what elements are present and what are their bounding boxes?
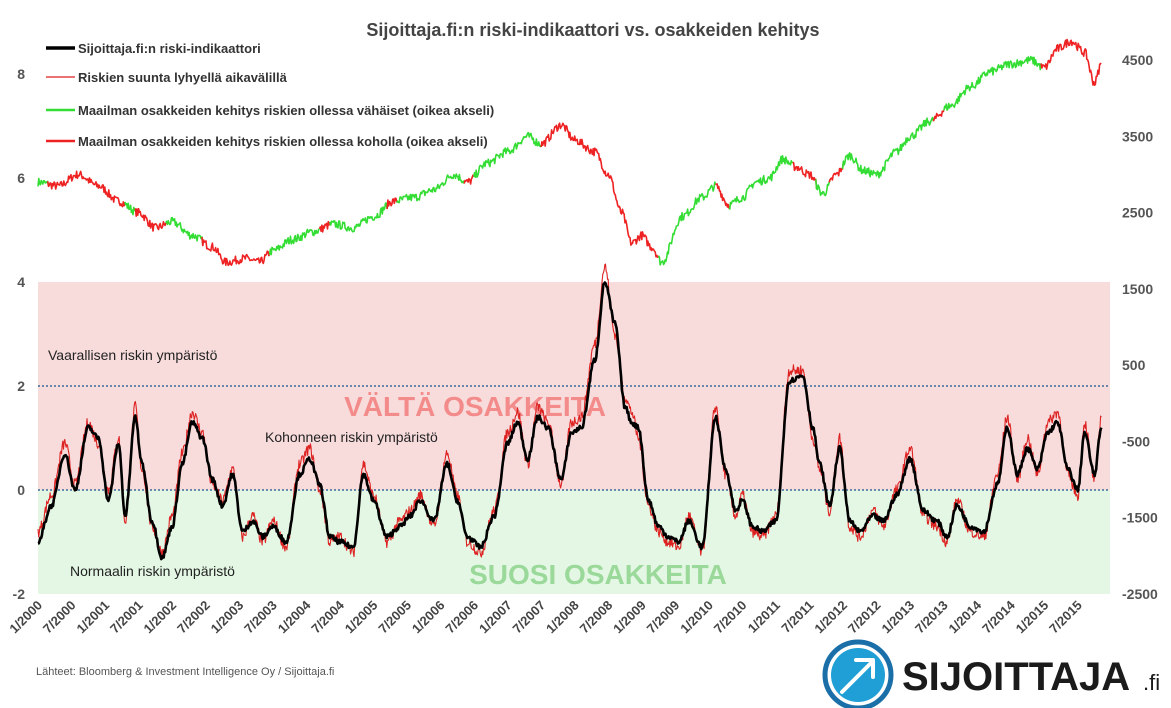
- stock-segment-high-risk: [201, 237, 271, 267]
- sijoittaja-logo: SIJOITTAJA .fi: [822, 639, 1160, 708]
- x-axis-tick-label: 7/2003: [241, 598, 280, 637]
- left-axis-tick-label: 6: [17, 170, 25, 186]
- x-axis-tick-label: 7/2010: [711, 598, 750, 637]
- stock-series-group: [37, 38, 1102, 267]
- x-axis-tick-label: 7/2006: [442, 598, 481, 637]
- stock-segment-high-risk: [46, 170, 126, 208]
- right-axis-ticks: 4500 3500 2500 1500 500 -500 -1500 -2500: [1122, 52, 1158, 602]
- x-axis-tick-label: 7/2000: [40, 598, 79, 637]
- stock-segment-low-risk: [396, 173, 465, 204]
- x-axis-tick-label: 7/2015: [1046, 598, 1085, 637]
- x-axis-tick-label: 7/2008: [577, 598, 616, 637]
- stock-segment-high-risk: [540, 122, 660, 259]
- right-axis-tick-label: 4500: [1122, 52, 1153, 68]
- stock-segment-high-risk: [463, 174, 475, 185]
- indicator-series-group: [37, 263, 1103, 561]
- x-axis-tick-label: 7/2009: [644, 598, 683, 637]
- stock-segment-high-risk: [828, 161, 845, 183]
- logo-suffix: .fi: [1143, 670, 1160, 695]
- normal-zone-label: Normaalin riskin ympäristö: [70, 563, 235, 579]
- x-axis-tick-label: 1/2007: [476, 598, 515, 637]
- x-axis-tick-label: 1/2011: [745, 598, 783, 636]
- x-axis-tick-label: 7/2012: [845, 598, 884, 637]
- legend-label: Maailman osakkeiden kehitys riskien olle…: [78, 103, 494, 118]
- right-axis-tick-label: -1500: [1122, 510, 1158, 526]
- right-axis-tick-label: 500: [1122, 357, 1146, 373]
- x-axis-tick-label: 1/2004: [275, 597, 314, 636]
- x-axis-tick-label: 7/2007: [510, 598, 549, 637]
- stock-segment-low-risk: [728, 155, 794, 210]
- left-axis-tick-label: 8: [17, 66, 25, 82]
- logo-wordmark: SIJOITTAJA: [902, 655, 1130, 699]
- dangerous-zone-label: Vaarallisen riskin ympäristö: [48, 347, 218, 363]
- chart-legend: Sijoittaja.fi:n riski-indikaattori Riskie…: [46, 41, 494, 149]
- elevated-zone-label: Kohonneen riskin ympäristö: [265, 429, 438, 445]
- stock-segment-low-risk: [165, 216, 204, 246]
- left-axis-tick-label: 0: [17, 482, 25, 498]
- right-axis-tick-label: -500: [1122, 433, 1150, 449]
- x-axis-ticks: 1/20007/20001/20017/20011/20027/20021/20…: [6, 597, 1085, 636]
- logo-arrow-icon: [840, 658, 875, 694]
- stock-segment-low-risk: [37, 177, 50, 187]
- x-axis-tick-label: 7/2011: [778, 598, 816, 636]
- x-axis-tick-label: 1/2012: [811, 598, 850, 637]
- stock-segment-high-risk: [1040, 38, 1102, 86]
- stock-segment-low-risk: [841, 116, 935, 179]
- stock-segment-low-risk: [657, 181, 717, 266]
- x-axis-tick-label: 1/2015: [1013, 598, 1052, 637]
- left-axis-tick-label: 2: [17, 378, 25, 394]
- stock-segment-low-risk: [815, 179, 831, 197]
- risk-indicator-line: [37, 281, 1103, 561]
- safe-zone-band: [38, 490, 1110, 594]
- legend-label: Sijoittaja.fi:n riski-indikaattori: [78, 41, 261, 56]
- chart-title: Sijoittaja.fi:n riski-indikaattori vs. o…: [366, 20, 819, 40]
- left-axis-tick-label: -2: [13, 586, 26, 602]
- stock-segment-high-risk: [792, 161, 818, 189]
- source-note: Lähteet: Bloomberg & Investment Intellig…: [36, 666, 334, 678]
- left-axis-tick-label: 4: [17, 274, 25, 290]
- right-axis-tick-label: 2500: [1122, 205, 1153, 221]
- x-axis-tick-label: 1/2001: [73, 598, 112, 637]
- right-axis-tick-label: -2500: [1122, 586, 1158, 602]
- x-axis-tick-label: 1/2000: [6, 598, 45, 637]
- x-axis-tick-label: 7/2002: [174, 598, 213, 637]
- stock-segment-high-risk: [134, 207, 167, 232]
- favor-stocks-label: SUOSI OSAKKEITA: [469, 559, 727, 590]
- x-axis-tick-label: 1/2002: [141, 598, 180, 637]
- stock-segment-low-risk: [329, 202, 388, 233]
- right-axis-tick-label: 1500: [1122, 281, 1153, 297]
- x-axis-tick-label: 1/2008: [543, 598, 582, 637]
- stock-segment-high-risk: [386, 197, 398, 210]
- x-axis-tick-label: 1/2010: [677, 598, 716, 637]
- x-axis-tick-label: 7/2001: [107, 598, 146, 637]
- avoid-stocks-label: VÄLTÄ OSAKKEITA: [344, 391, 606, 422]
- x-axis-tick-label: 7/2013: [912, 598, 951, 637]
- stock-segment-low-risk: [943, 55, 1042, 111]
- stock-segment-low-risk: [124, 201, 137, 216]
- x-axis-tick-label: 1/2005: [342, 598, 381, 637]
- x-axis-tick-label: 7/2014: [979, 597, 1018, 636]
- stock-segment-high-risk: [318, 220, 331, 233]
- stock-segment-high-risk: [715, 183, 730, 209]
- stock-segment-high-risk: [932, 110, 945, 122]
- stock-segment-low-risk: [473, 131, 542, 178]
- legend-label: Maailman osakkeiden kehitys riskien olle…: [78, 134, 488, 149]
- right-axis-tick-label: 3500: [1122, 128, 1153, 144]
- legend-label: Riskien suunta lyhyellä aikavälillä: [78, 70, 288, 85]
- logo-ring: [822, 639, 894, 708]
- left-axis-ticks: 8 6 4 2 0 -2: [13, 66, 26, 602]
- x-axis-tick-label: 1/2006: [409, 598, 448, 637]
- x-axis-tick-label: 1/2003: [208, 598, 247, 637]
- x-axis-tick-label: 1/2014: [946, 597, 985, 636]
- x-axis-tick-label: 1/2013: [878, 598, 917, 637]
- x-axis-tick-label: 7/2005: [375, 598, 414, 637]
- stock-segment-low-risk: [268, 228, 320, 256]
- x-axis-tick-label: 1/2009: [610, 598, 649, 637]
- x-axis-tick-label: 7/2004: [308, 597, 347, 636]
